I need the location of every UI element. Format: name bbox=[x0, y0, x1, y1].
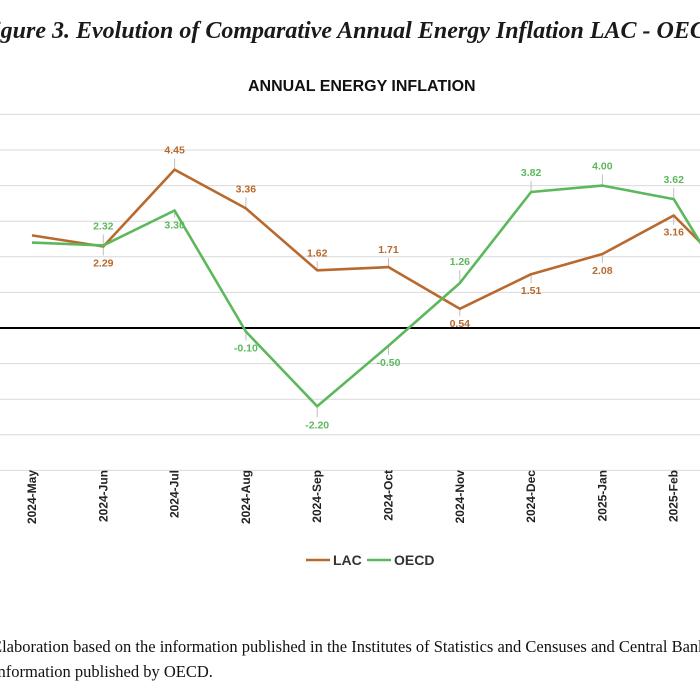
data-label-oecd: 2.32 bbox=[93, 220, 114, 232]
data-label-lac: 2.29 bbox=[93, 257, 114, 269]
data-label-lac: 4.45 bbox=[164, 145, 185, 157]
data-label-oecd: 3.30 bbox=[164, 220, 185, 232]
data-label-lac: 1.62 bbox=[307, 247, 328, 259]
data-label-oecd: -0.50 bbox=[377, 357, 401, 369]
legend: LAC OECD bbox=[306, 552, 434, 568]
data-label-lac: 1.71 bbox=[378, 244, 399, 256]
x-tick-label: 2024-Jul bbox=[168, 470, 182, 518]
footnote-line-1: Elaboration based on the information pub… bbox=[0, 637, 700, 656]
x-tick-label: 2024-Aug bbox=[239, 470, 253, 524]
data-label-lac: 2.08 bbox=[592, 265, 613, 277]
x-tick-label: 2025-Feb bbox=[667, 470, 681, 522]
gridlines bbox=[0, 113, 700, 471]
line-chart: 2.294.453.361.621.710.541.512.083.161.15… bbox=[0, 113, 700, 568]
data-label-lac: 1.51 bbox=[521, 285, 542, 297]
series-line-oecd bbox=[31, 184, 700, 408]
legend-label-oecd: OECD bbox=[394, 552, 434, 568]
x-tick-label: 2024-Jun bbox=[96, 470, 110, 522]
data-labels: 2.294.453.361.621.710.541.512.083.161.15… bbox=[93, 145, 684, 432]
data-label-oecd: 4.00 bbox=[592, 161, 613, 173]
x-tick-label: 2024-Sep bbox=[310, 470, 324, 523]
data-label-lac: 0.54 bbox=[450, 318, 471, 330]
data-label-oecd: 1.26 bbox=[450, 256, 471, 268]
chart-title: ANNUAL ENERGY INFLATION bbox=[248, 78, 476, 95]
chart-container: 2.294.453.361.621.710.541.512.083.161.15… bbox=[0, 66, 700, 586]
series-line-lac bbox=[31, 168, 700, 311]
data-label-lac: 3.36 bbox=[236, 183, 257, 195]
x-tick-label: 2024-Oct bbox=[382, 470, 396, 521]
x-tick-labels: 2024-May 2024-Jun 2024-Jul 2024-Aug 2024-Sep… bbox=[25, 470, 681, 524]
x-tick-label: 2024-May bbox=[25, 470, 39, 524]
footnote-line-2: Information published by OECD. bbox=[0, 662, 213, 681]
legend-label-lac: LAC bbox=[333, 552, 362, 568]
data-label-oecd: 3.82 bbox=[521, 167, 542, 179]
data-label-oecd: -2.20 bbox=[305, 419, 329, 431]
data-label-lac: 3.16 bbox=[663, 227, 684, 239]
x-tick-label: 2024-Nov bbox=[453, 470, 467, 524]
source-footnote: Elaboration based on the information pub… bbox=[0, 634, 700, 684]
x-tick-label: 2024-Dec bbox=[524, 470, 538, 523]
data-label-oecd: -0.10 bbox=[234, 343, 258, 355]
data-label-oecd: 3.62 bbox=[663, 174, 684, 186]
series-lines bbox=[31, 168, 700, 408]
label-leaders bbox=[102, 158, 675, 418]
figure-title: Figure 3. Evolution of Comparative Annua… bbox=[0, 18, 700, 44]
x-tick-label: 2025-Jan bbox=[595, 470, 609, 521]
